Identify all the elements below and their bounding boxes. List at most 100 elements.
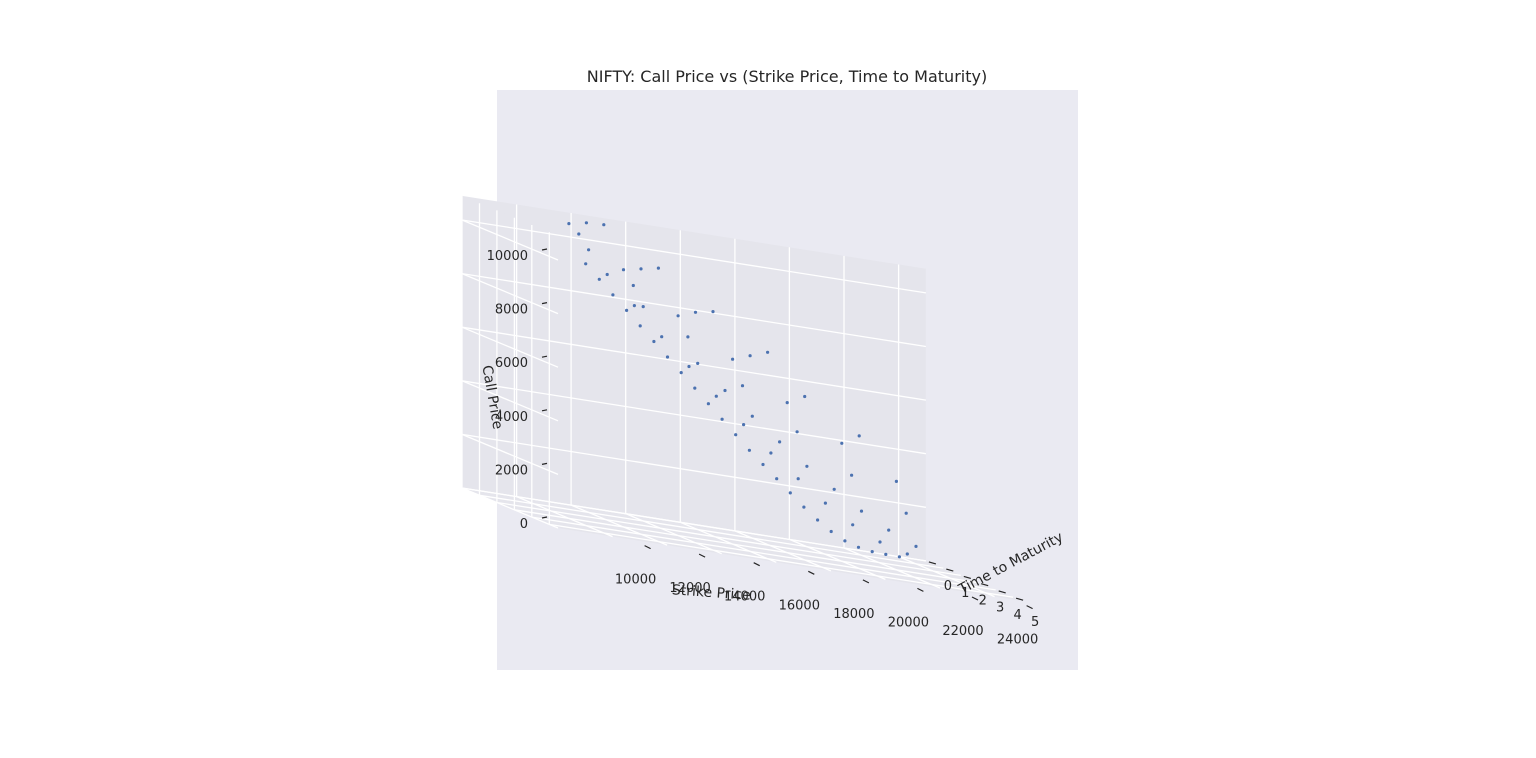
- x-tick-mark: [917, 587, 924, 592]
- data-point: [686, 335, 690, 339]
- data-point: [904, 511, 908, 515]
- y-tick-mark: [981, 583, 989, 587]
- z-tick-mark: [541, 302, 548, 305]
- data-point: [731, 357, 735, 361]
- y-tick-mark: [946, 568, 954, 572]
- data-point: [870, 550, 874, 554]
- back-pane: [462, 195, 926, 561]
- z-tick-label: 10000: [487, 249, 528, 264]
- data-point: [747, 448, 752, 452]
- data-point: [611, 293, 615, 297]
- tick-marks: [541, 248, 1033, 610]
- data-point: [859, 509, 864, 513]
- x-tick-label: 22000: [942, 624, 983, 639]
- x-tick-mark: [698, 553, 706, 558]
- grid-line-z-side: [461, 380, 559, 422]
- data-point: [796, 477, 800, 481]
- grid-lines: [461, 195, 1014, 598]
- data-point: [775, 477, 779, 481]
- data-point: [641, 305, 645, 309]
- chart-title: NIFTY: Call Price vs (Strike Price, Time…: [587, 67, 987, 86]
- data-point: [693, 310, 698, 314]
- data-point: [750, 414, 754, 418]
- data-point: [769, 451, 773, 455]
- data-point: [676, 314, 680, 318]
- grid-line-y-floor: [531, 516, 996, 591]
- x-tick-label: 20000: [888, 615, 929, 630]
- data-point: [742, 423, 746, 427]
- x-tick-label: 24000: [997, 633, 1038, 648]
- tick-labels: 1000012000140001600018000200002200024000…: [487, 249, 1040, 648]
- grid-line-z-side: [461, 433, 559, 475]
- data-point: [785, 401, 789, 405]
- data-point: [584, 262, 588, 266]
- data-point: [639, 267, 643, 271]
- data-points: [567, 221, 918, 559]
- z-tick-mark: [541, 462, 548, 465]
- z-tick-mark: [541, 248, 548, 251]
- x-tick-mark: [753, 562, 760, 567]
- y-tick-label: 0: [944, 579, 952, 594]
- data-point: [914, 544, 918, 549]
- data-point: [587, 248, 591, 252]
- data-point: [840, 441, 844, 445]
- z-tick-label: 8000: [495, 303, 528, 318]
- data-point: [832, 487, 836, 491]
- data-point: [577, 232, 581, 236]
- data-point: [605, 272, 609, 277]
- grid-line-y-floor: [549, 523, 1014, 598]
- grid-line-y-floor: [479, 494, 944, 569]
- x-tick-label: 10000: [615, 573, 656, 588]
- z-tick-mark: [541, 355, 548, 358]
- x-tick-label: 16000: [779, 598, 820, 613]
- y-tick-label: 5: [1031, 615, 1039, 630]
- data-point: [884, 552, 888, 557]
- data-point: [679, 371, 683, 375]
- z-tick-label: 4000: [495, 410, 528, 425]
- data-point: [652, 339, 656, 344]
- y-tick-mark: [998, 590, 1006, 594]
- x-tick-mark: [1026, 605, 1033, 610]
- y-tick-label: 2: [979, 593, 987, 608]
- y-tick-mark: [1015, 597, 1024, 601]
- data-point: [766, 350, 770, 354]
- x-axis-label: Strike Price: [671, 582, 751, 603]
- data-point: [723, 388, 727, 393]
- data-point: [816, 518, 820, 522]
- data-point: [887, 528, 891, 532]
- data-point: [632, 304, 637, 308]
- x-tick-mark: [971, 596, 979, 601]
- grid-line-z-side: [461, 273, 559, 315]
- x-tick-mark: [862, 579, 870, 584]
- data-point: [711, 310, 715, 314]
- data-point: [696, 361, 700, 365]
- data-point: [734, 433, 738, 437]
- data-point: [597, 277, 601, 281]
- y-tick-mark: [928, 561, 937, 565]
- x-tick-mark: [644, 545, 651, 550]
- data-point: [788, 491, 792, 495]
- axis-panes: [462, 195, 1022, 601]
- grid-line-y-floor: [514, 509, 979, 584]
- data-point: [621, 268, 626, 272]
- data-point: [638, 324, 642, 328]
- data-point: [748, 354, 752, 358]
- z-tick-label: 2000: [495, 463, 528, 478]
- grid-line-y-floor: [496, 501, 961, 577]
- grid-line-z-back: [461, 433, 927, 508]
- grid-line-z-side: [461, 219, 559, 261]
- data-point: [805, 464, 809, 468]
- data-point: [857, 434, 861, 438]
- grid-line-z-back: [461, 326, 927, 401]
- data-point: [687, 364, 691, 369]
- grid-line-z-side: [461, 326, 559, 368]
- grid-line-z-side: [461, 487, 559, 529]
- data-point: [740, 384, 745, 388]
- data-point: [795, 430, 799, 434]
- data-point: [660, 335, 664, 339]
- data-point: [665, 355, 670, 359]
- data-point: [856, 545, 861, 549]
- data-point: [778, 440, 782, 444]
- grid-line-z-back: [461, 380, 927, 455]
